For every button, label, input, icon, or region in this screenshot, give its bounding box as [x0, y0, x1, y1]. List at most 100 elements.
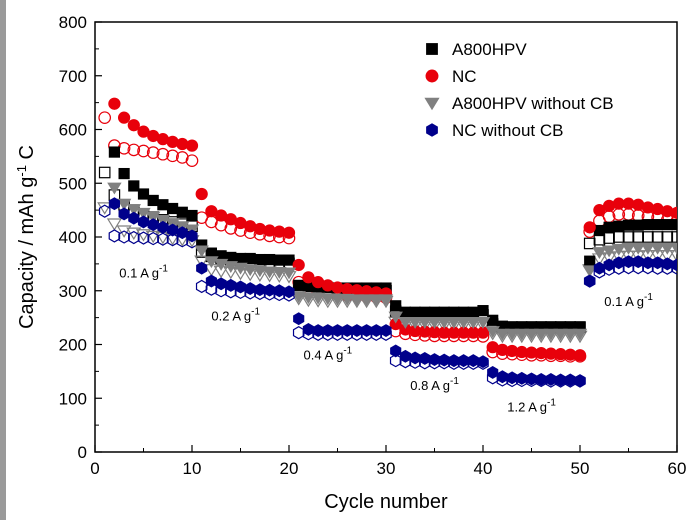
data-point	[458, 354, 470, 368]
data-point	[661, 231, 674, 243]
data-point	[390, 300, 402, 312]
x-tick-label: 40	[474, 459, 493, 478]
data-point	[293, 312, 305, 326]
data-point	[128, 180, 140, 192]
data-point	[157, 220, 169, 234]
data-point	[477, 355, 489, 369]
data-point	[409, 351, 421, 365]
data-point	[419, 306, 431, 318]
data-point	[514, 328, 530, 341]
data-point	[495, 328, 510, 341]
data-point	[108, 146, 120, 158]
data-point	[126, 204, 142, 216]
data-point	[466, 316, 481, 329]
data-point	[593, 261, 605, 275]
data-point	[167, 223, 179, 237]
data-point	[428, 306, 441, 318]
data-point	[467, 306, 479, 318]
data-point	[185, 139, 199, 152]
data-point	[330, 293, 345, 306]
data-point	[622, 231, 635, 243]
data-point	[448, 306, 460, 318]
data-point	[264, 283, 276, 297]
data-point	[127, 119, 140, 132]
data-point	[640, 242, 656, 255]
data-point	[166, 202, 179, 215]
data-point	[398, 316, 413, 329]
x-tick-label: 0	[90, 459, 99, 478]
data-point	[312, 324, 324, 337]
data-point	[137, 231, 150, 245]
data-point	[242, 264, 258, 277]
data-point	[359, 294, 374, 307]
data-point	[671, 231, 677, 243]
data-point	[622, 219, 635, 231]
legend-entry: NC without CB	[426, 121, 563, 140]
data-point	[272, 266, 287, 279]
data-point	[632, 255, 644, 269]
axis-ticks	[94, 21, 678, 453]
data-point	[535, 372, 547, 386]
data-point	[622, 255, 635, 269]
legend-label: A800HPV without CB	[452, 94, 614, 113]
legend-entry: A800HPV	[426, 40, 527, 59]
data-point	[282, 226, 296, 239]
data-point	[128, 211, 140, 225]
y-tick-label: 300	[59, 282, 87, 301]
data-point	[137, 188, 150, 200]
data-point	[524, 328, 539, 341]
data-point	[504, 328, 520, 341]
y-tick-label: 200	[59, 336, 87, 355]
data-point	[632, 219, 644, 231]
data-point	[661, 257, 673, 271]
legend-entry: A800HPV without CB	[424, 94, 614, 113]
data-point	[456, 316, 471, 329]
data-point	[533, 328, 549, 341]
data-point	[281, 267, 297, 280]
data-point	[283, 285, 295, 299]
legend-label: NC without CB	[452, 121, 563, 140]
data-point	[436, 316, 452, 329]
data-point	[234, 280, 247, 294]
data-point	[273, 254, 285, 266]
data-point	[157, 199, 169, 211]
data-point	[176, 206, 188, 218]
data-point	[145, 211, 161, 224]
data-point	[252, 265, 268, 278]
data-point	[651, 231, 664, 243]
data-point	[603, 221, 615, 233]
data-point	[564, 373, 576, 387]
data-point	[583, 221, 596, 234]
data-point	[516, 371, 528, 385]
data-point	[176, 226, 188, 240]
data-point	[254, 253, 266, 266]
data-point	[448, 354, 460, 368]
data-point	[632, 231, 644, 243]
data-point	[117, 111, 131, 124]
data-point	[378, 294, 394, 307]
data-point	[166, 149, 179, 163]
left-edge-strip	[0, 0, 6, 520]
current-density-label: 0.4 A g-1	[304, 346, 353, 363]
data-point	[322, 324, 334, 337]
data-point	[438, 306, 450, 318]
data-point	[670, 206, 677, 219]
x-tick-label: 20	[280, 459, 299, 478]
data-point	[147, 194, 159, 207]
data-point	[98, 111, 112, 124]
data-point	[341, 324, 353, 337]
series-nc	[108, 97, 677, 362]
data-point	[97, 202, 113, 215]
data-point	[118, 207, 130, 221]
data-point	[302, 271, 315, 284]
x-tick-label: 50	[571, 459, 590, 478]
data-point	[652, 219, 664, 231]
legend-marker	[425, 69, 439, 83]
data-point	[496, 370, 508, 384]
data-point	[428, 353, 441, 366]
data-point	[487, 314, 499, 326]
data-point	[273, 284, 285, 298]
data-point	[291, 291, 306, 304]
